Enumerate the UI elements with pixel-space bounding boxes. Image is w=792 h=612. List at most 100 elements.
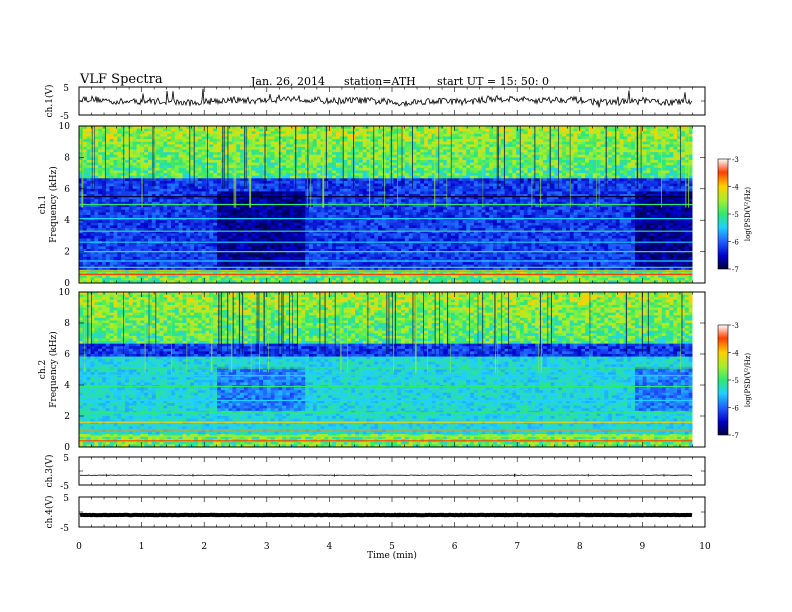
spectrogram-cell xyxy=(454,146,459,150)
spectrogram-cell xyxy=(102,180,107,184)
spectrogram-cell xyxy=(466,126,471,130)
spectrogram-cell xyxy=(424,201,429,205)
spectrogram-cell xyxy=(542,199,548,203)
spectrogram-cell xyxy=(79,173,84,177)
spectrogram-cell xyxy=(224,183,229,187)
spectrogram-cell xyxy=(297,180,302,184)
spectrogram-cell xyxy=(125,196,130,200)
spectrogram-cell xyxy=(282,144,287,148)
spectrogram-cell xyxy=(654,167,659,171)
spectrogram-cell xyxy=(443,173,448,177)
spectrogram-cell xyxy=(297,139,302,143)
spectrogram-cell xyxy=(186,128,191,132)
spectrogram-cell xyxy=(443,136,448,140)
spectrogram-cell xyxy=(427,201,433,205)
spectrogram-cell xyxy=(466,144,471,148)
spectrogram-cell xyxy=(450,199,456,203)
spectrogram-cell xyxy=(309,162,314,166)
spectrogram-cell xyxy=(105,196,111,200)
spectrogram-cell xyxy=(473,186,479,190)
spectrogram-cell xyxy=(562,139,567,143)
spectrogram-cell xyxy=(343,167,348,171)
spectrogram-cell xyxy=(611,180,617,184)
spectrogram-cell xyxy=(450,141,456,145)
spectrogram-cell xyxy=(286,157,291,161)
spectrogram-cell xyxy=(435,136,440,140)
spectrogram-cell xyxy=(684,157,690,161)
spectrogram-cell xyxy=(627,128,632,132)
spectrogram-cell xyxy=(270,160,275,164)
spectrogram-cell xyxy=(493,157,498,161)
spectrogram-cell xyxy=(190,131,195,135)
spectrogram-cell xyxy=(401,175,406,179)
spectrogram-cell xyxy=(79,160,84,164)
spectrogram-cell xyxy=(554,191,559,195)
spectrogram-cell xyxy=(680,175,686,179)
spectrogram-cell xyxy=(259,126,264,130)
spectrogram-cell xyxy=(385,183,390,187)
spectrogram-cell xyxy=(171,196,176,200)
spectrogram-cell xyxy=(585,170,590,174)
spectrogram-cell xyxy=(642,144,647,148)
spectrogram-cell xyxy=(90,191,95,195)
spectrogram-cell xyxy=(592,128,598,132)
spectrogram-cell xyxy=(378,170,383,174)
spectrogram-cell xyxy=(546,131,552,135)
spectrogram-cell xyxy=(519,194,525,198)
spectrogram-cell xyxy=(535,183,540,187)
spectrogram-cell xyxy=(109,141,114,145)
spectrogram-cell xyxy=(569,162,575,166)
spectrogram-cell xyxy=(615,175,621,179)
spectrogram-cell xyxy=(132,126,137,130)
spectrogram-cell xyxy=(688,139,693,143)
spectrogram-cell xyxy=(335,146,341,150)
spectrogram-cell xyxy=(447,173,452,177)
spectrogram-cell xyxy=(684,162,690,166)
spectrogram-cell xyxy=(581,199,586,203)
spectrogram-cell xyxy=(615,194,621,198)
spectrogram-cell xyxy=(266,162,272,166)
spectrogram-cell xyxy=(539,194,544,198)
spectrogram-cell xyxy=(105,144,111,148)
spectrogram-cell xyxy=(500,126,505,130)
spectrogram-cell xyxy=(109,170,114,174)
spectrogram-cell xyxy=(190,133,195,137)
spectrogram-cell xyxy=(144,188,149,192)
spectrogram-cell xyxy=(470,152,475,156)
spectrogram-cell xyxy=(516,144,521,148)
spectrogram-cell xyxy=(301,141,306,145)
spectrogram-cell xyxy=(539,165,544,169)
spectrogram-cell xyxy=(309,175,314,179)
spectrogram-cell xyxy=(558,191,563,195)
spectrogram-cell xyxy=(677,173,682,177)
spectrogram-cell xyxy=(554,178,559,182)
spectrogram-cell xyxy=(539,160,544,164)
spectrogram-cell xyxy=(178,167,183,171)
spectrogram-cell xyxy=(90,139,95,143)
spectrogram-cell xyxy=(654,128,659,132)
spectrogram-cell xyxy=(627,149,632,153)
spectrogram-cell xyxy=(439,131,444,135)
spectrogram-cell xyxy=(197,136,203,140)
spectrogram-cell xyxy=(197,126,203,130)
spectrogram-cell xyxy=(335,144,341,148)
spectrogram-cell xyxy=(565,141,571,145)
spectrogram-cell xyxy=(343,128,348,132)
spectrogram-cell xyxy=(477,136,482,140)
spectrogram-cell xyxy=(550,133,555,137)
spectrogram-cell xyxy=(439,162,444,166)
spectrogram-cell xyxy=(481,183,486,187)
spectrogram-cell xyxy=(677,149,682,153)
spectrogram-cell xyxy=(435,199,440,203)
spectrogram-cell xyxy=(255,136,260,140)
spectrogram-cell xyxy=(332,144,337,148)
spectrogram-cell xyxy=(102,178,107,182)
spectrogram-cell xyxy=(512,146,517,150)
spectrogram-cell xyxy=(615,152,621,156)
spectrogram-cell xyxy=(500,128,505,132)
spectrogram-cell xyxy=(424,136,429,140)
spectrogram-cell xyxy=(416,160,421,164)
spectrogram-cell xyxy=(213,162,218,166)
spectrogram-cell xyxy=(642,173,647,177)
spectrogram-cell xyxy=(504,183,509,187)
